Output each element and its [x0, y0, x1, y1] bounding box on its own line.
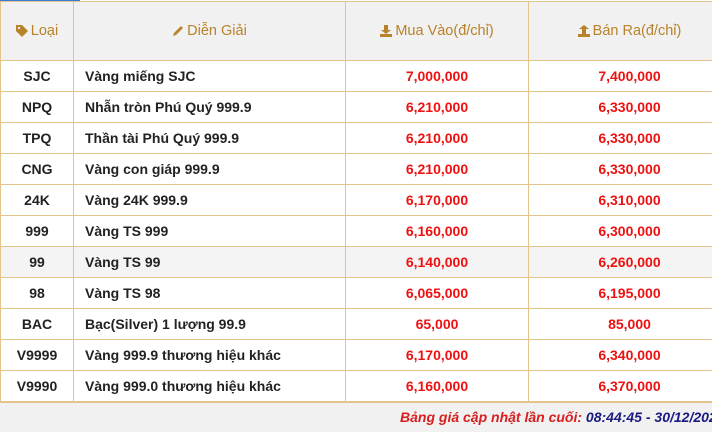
row-desc: Vàng 24K 999.9	[74, 185, 346, 216]
row-buy-price: 7,000,000	[346, 61, 529, 92]
row-desc: Bạc(Silver) 1 lượng 99.9	[74, 309, 346, 340]
row-buy-price: 6,140,000	[346, 247, 529, 278]
update-footer: Bảng giá cập nhật lần cuối: 08:44:45 - 3…	[0, 402, 712, 432]
row-sell-price: 85,000	[529, 309, 712, 340]
download-icon	[380, 25, 392, 37]
header-sell: Bán Ra(đ/chỉ)	[529, 2, 712, 61]
row-desc: Vàng 999.9 thương hiệu khác	[74, 340, 346, 371]
row-desc: Thần tài Phú Quý 999.9	[74, 123, 346, 154]
row-desc: Vàng con giáp 999.9	[74, 154, 346, 185]
row-buy-price: 6,210,000	[346, 154, 529, 185]
row-code: TPQ	[1, 123, 74, 154]
header-desc: Diễn Giải	[74, 2, 346, 61]
row-sell-price: 6,260,000	[529, 247, 712, 278]
header-type: Loại	[1, 2, 74, 61]
row-sell-price: 6,195,000	[529, 278, 712, 309]
row-buy-price: 6,170,000	[346, 340, 529, 371]
row-desc: Vàng TS 98	[74, 278, 346, 309]
row-code: 98	[1, 278, 74, 309]
row-code: BAC	[1, 309, 74, 340]
row-desc: Nhẫn tròn Phú Quý 999.9	[74, 92, 346, 123]
row-buy-price: 6,160,000	[346, 371, 529, 402]
row-sell-price: 6,370,000	[529, 371, 712, 402]
row-sell-price: 6,300,000	[529, 216, 712, 247]
row-code: 999	[1, 216, 74, 247]
upload-icon	[578, 25, 590, 37]
row-code: 24K	[1, 185, 74, 216]
row-sell-price: 6,330,000	[529, 123, 712, 154]
header-buy: Mua Vào(đ/chỉ)	[346, 2, 529, 61]
row-desc: Vàng 999.0 thương hiệu khác	[74, 371, 346, 402]
row-sell-price: 6,330,000	[529, 154, 712, 185]
row-buy-price: 6,210,000	[346, 123, 529, 154]
row-desc: Vàng TS 999	[74, 216, 346, 247]
row-buy-price: 6,170,000	[346, 185, 529, 216]
row-code: 99	[1, 247, 74, 278]
update-time: 08:44:45 - 30/12/2023	[586, 409, 712, 425]
row-buy-price: 6,160,000	[346, 216, 529, 247]
row-code: V9990	[1, 371, 74, 402]
row-code: V9999	[1, 340, 74, 371]
row-desc: Vàng TS 99	[74, 247, 346, 278]
row-code: CNG	[1, 154, 74, 185]
row-desc: Vàng miếng SJC	[74, 61, 346, 92]
row-sell-price: 6,310,000	[529, 185, 712, 216]
row-buy-price: 6,210,000	[346, 92, 529, 123]
row-buy-price: 6,065,000	[346, 278, 529, 309]
tag-icon	[16, 25, 28, 37]
pencil-icon	[172, 25, 184, 37]
row-sell-price: 7,400,000	[529, 61, 712, 92]
row-sell-price: 6,340,000	[529, 340, 712, 371]
table-header: Loại Diễn Giải Mua Vào(đ/chỉ) Bán Ra(đ/c…	[1, 2, 712, 61]
gold-price-table: Loại Diễn Giải Mua Vào(đ/chỉ) Bán Ra(đ/c…	[0, 1, 712, 402]
row-code: NPQ	[1, 92, 74, 123]
row-code: SJC	[1, 61, 74, 92]
row-buy-price: 65,000	[346, 309, 529, 340]
row-sell-price: 6,330,000	[529, 92, 712, 123]
update-label: Bảng giá cập nhật lần cuối:	[400, 409, 582, 425]
